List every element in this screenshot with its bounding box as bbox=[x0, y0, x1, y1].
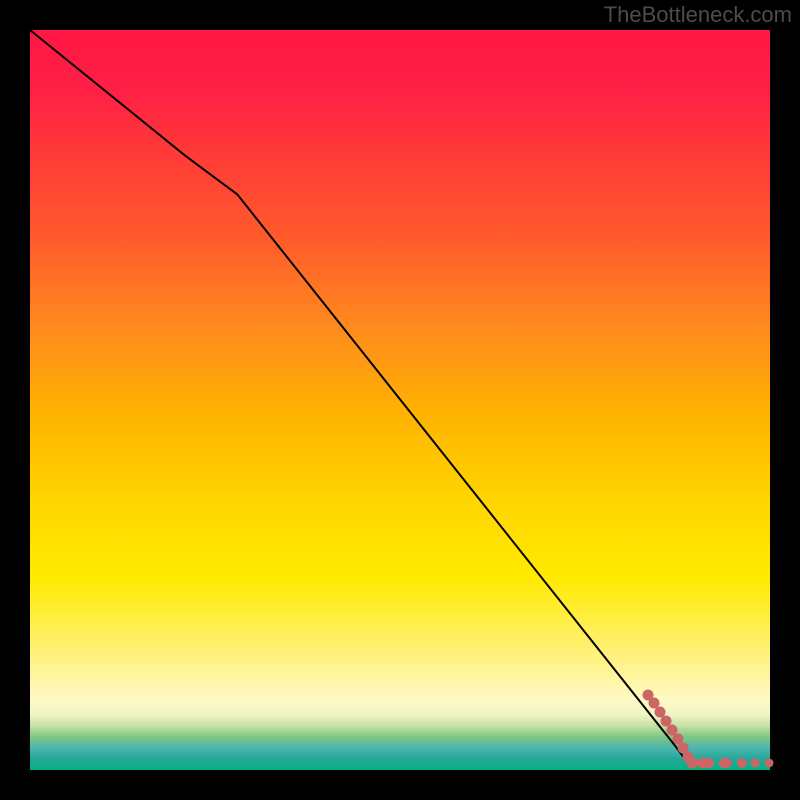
attribution-text: TheBottleneck.com bbox=[604, 2, 792, 28]
chart-root: TheBottleneck.com bbox=[0, 0, 800, 800]
plot-background bbox=[30, 30, 770, 770]
